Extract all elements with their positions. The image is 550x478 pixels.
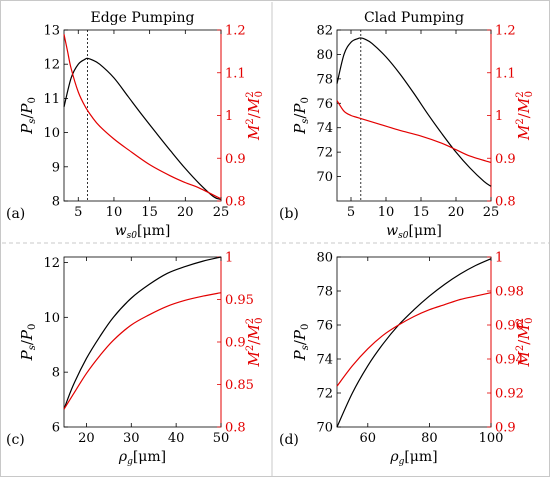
y-left-tick-label: 8 <box>52 195 60 210</box>
y-left-tick-label: 82 <box>316 24 333 39</box>
x-tick-label: 15 <box>413 205 430 220</box>
x-axis-label: ws0[μm] <box>386 223 442 241</box>
x-tick-label: 60 <box>360 431 377 446</box>
power-ratio-curve <box>336 37 492 187</box>
y-left-tick-label: 70 <box>316 170 333 185</box>
y-right-tick-label: 1.2 <box>225 24 246 39</box>
y-right-tick-label: 1 <box>495 251 503 266</box>
x-tick-label: 5 <box>74 205 82 220</box>
y-right-tick-label: 0.9 <box>495 152 516 167</box>
y-right-tick-label: 0.9 <box>225 152 246 167</box>
power-ratio-curve <box>63 57 222 200</box>
beam-quality-curve <box>336 100 492 164</box>
x-tick-label: 80 <box>421 431 438 446</box>
y-left-tick-label: 6 <box>52 421 60 436</box>
y-right-tick-label: 1 <box>495 109 503 124</box>
panel-label: (b) <box>279 206 299 222</box>
x-tick-label: 30 <box>123 431 140 446</box>
power-ratio-curve <box>63 256 222 410</box>
y-left-tick-label: 74 <box>316 353 333 368</box>
y-left-axis-label: Ps/P0 <box>18 324 38 362</box>
beam-quality-curve <box>63 292 222 410</box>
y-left-tick-label: 78 <box>316 72 333 87</box>
x-tick-label: 50 <box>213 431 230 446</box>
x-tick-label: 25 <box>483 205 500 220</box>
power-ratio-curve <box>336 258 492 428</box>
y-right-tick-label: 0.98 <box>495 285 524 300</box>
x-tick-label: 10 <box>106 205 123 220</box>
y-left-tick-label: 13 <box>43 24 60 39</box>
y-right-axis-label: M2/M20 <box>245 91 265 141</box>
y-right-tick-label: 0.8 <box>225 195 246 210</box>
y-left-tick-label: 9 <box>52 160 60 175</box>
x-tick-label: 10 <box>378 205 395 220</box>
y-right-axis-label: M2/M20 <box>515 91 535 141</box>
panel-title: Clad Pumping <box>364 10 464 26</box>
panel-b: 5 10 15 20 25 70 72 74 76 78 80 82 0.8 0.9 1 1.1 1.2 Clad… <box>279 10 535 241</box>
y-left-tick-label: 72 <box>316 146 333 161</box>
y-right-tick-label: 0.94 <box>495 353 524 368</box>
panel-a: 5 10 15 20 25 8 9 10 11 12 13 0.8 0.9 1 1.1 1.2 Edge Pum… <box>6 10 265 241</box>
y-right-tick-label: 1.1 <box>225 66 246 81</box>
beam-quality-curve <box>336 292 492 387</box>
y-right-tick-label: 0.95 <box>225 293 254 308</box>
y-left-tick-label: 72 <box>316 387 333 402</box>
y-right-tick-label: 1 <box>225 109 233 124</box>
x-tick-label: 100 <box>479 431 504 446</box>
x-tick-label: 25 <box>213 205 230 220</box>
beam-quality-curve <box>63 34 222 200</box>
y-left-tick-label: 10 <box>43 311 60 326</box>
x-tick-label: 20 <box>448 205 465 220</box>
y-right-tick-label: 0.8 <box>495 195 516 210</box>
y-left-tick-label: 12 <box>43 256 60 271</box>
y-left-tick-label: 11 <box>43 92 60 107</box>
y-left-tick-label: 74 <box>316 121 333 136</box>
y-right-tick-label: 1.2 <box>495 24 516 39</box>
panel-label: (d) <box>279 432 299 448</box>
y-right-tick-label: 0.92 <box>495 387 524 402</box>
y-left-tick-label: 80 <box>316 251 333 266</box>
panel-label: (c) <box>6 432 25 448</box>
y-left-tick-label: 10 <box>43 126 60 141</box>
plot-frame <box>63 256 222 428</box>
y-right-tick-label: 0.96 <box>495 319 524 334</box>
x-tick-label: 5 <box>347 205 355 220</box>
y-left-axis-label: Ps/P0 <box>291 97 311 135</box>
y-left-tick-label: 80 <box>316 48 333 63</box>
x-tick-label: 20 <box>78 431 95 446</box>
x-axis-label: ws0[μm] <box>115 223 171 241</box>
x-tick-label: 40 <box>168 431 185 446</box>
y-left-tick-label: 76 <box>316 97 333 112</box>
x-axis-label: ρg[μm] <box>389 449 437 467</box>
y-left-tick-label: 76 <box>316 319 333 334</box>
y-left-tick-label: 78 <box>316 285 333 300</box>
y-right-tick-label: 1.1 <box>495 66 516 81</box>
x-tick-label: 20 <box>177 205 194 220</box>
y-left-tick-label: 70 <box>316 421 333 436</box>
y-right-tick-label: 0.85 <box>225 378 254 393</box>
x-tick-label: 15 <box>141 205 158 220</box>
y-right-tick-label: 0.8 <box>225 421 246 436</box>
y-left-tick-label: 8 <box>52 366 60 381</box>
y-left-axis-label: Ps/P0 <box>291 324 311 362</box>
x-axis-label: ρg[μm] <box>118 449 166 467</box>
y-left-tick-label: 12 <box>43 58 60 73</box>
y-left-axis-label: Ps/P0 <box>18 97 38 135</box>
panel-d: 60 80 100 70 72 74 76 78 80 0.9 0.92 0.94 0.96 0.98 1 (… <box>279 251 535 468</box>
panel-c: 20 30 40 50 6 8 10 12 0.8 0.85 0.9 0.95 1 (c) ρg[μm] Ps… <box>6 251 265 468</box>
y-right-axis-label: M2/M20 <box>515 318 535 368</box>
panel-label: (a) <box>6 206 25 222</box>
plot-frame <box>336 256 492 428</box>
y-right-tick-label: 0.9 <box>225 336 246 351</box>
plot-frame <box>336 29 492 202</box>
y-right-axis-label: M2/M20 <box>245 318 265 368</box>
y-right-tick-label: 0.9 <box>495 421 516 436</box>
y-right-tick-label: 1 <box>225 251 233 266</box>
panel-title: Edge Pumping <box>90 10 194 26</box>
